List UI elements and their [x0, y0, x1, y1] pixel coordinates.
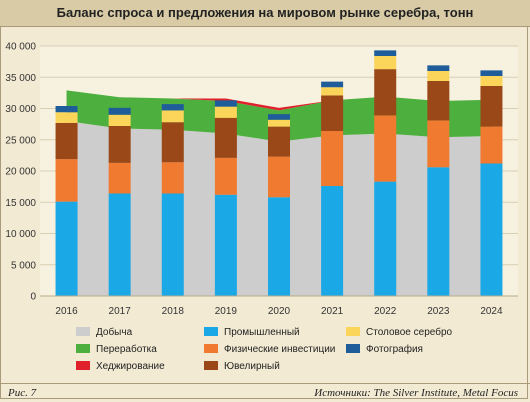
- chart-title: Баланс спроса и предложения на мировом р…: [0, 0, 530, 27]
- chart-legend: Добыча Промышленный Столовое серебро Перера…: [76, 326, 456, 378]
- x-tick-label: 2023: [427, 306, 450, 317]
- bar-investment-2018: [161, 162, 184, 194]
- legend-item-industrial: Промышленный: [204, 326, 300, 340]
- y-tick-label: 10 000: [5, 229, 36, 240]
- bar-jewelry-2019: [214, 117, 237, 158]
- legend-label: Промышленный: [224, 327, 300, 338]
- source-note: Источники: The Silver Institute, Metal F…: [314, 387, 518, 399]
- x-tick-label: 2022: [374, 306, 397, 317]
- bar-jewelry-2023: [427, 81, 450, 121]
- bar-industrial-2020: [268, 197, 290, 296]
- y-tick-label: 20 000: [5, 167, 36, 178]
- bar-silverware-2018: [161, 110, 184, 123]
- legend-swatch: [204, 327, 218, 336]
- y-tick-label: 30 000: [5, 104, 36, 115]
- x-tick-label: 2018: [162, 306, 185, 317]
- legend-item-mining: Добыча: [76, 326, 132, 340]
- x-tick-label: 2017: [109, 306, 132, 317]
- bar-industrial-2017: [108, 193, 131, 296]
- legend-item-jewelry: Ювелирный: [204, 360, 280, 374]
- bar-silverware-2019: [214, 106, 237, 118]
- y-tick-label: 5 000: [11, 260, 36, 271]
- bar-photo-2022: [374, 50, 397, 56]
- legend-swatch: [76, 327, 90, 336]
- bar-investment-2023: [427, 120, 450, 168]
- bar-industrial-2018: [161, 193, 184, 296]
- bar-silverware-2022: [374, 56, 397, 70]
- bar-silverware-2016: [55, 112, 78, 123]
- y-tick-label: 0: [30, 292, 36, 303]
- legend-label: Ювелирный: [224, 361, 280, 372]
- x-tick-label: 2024: [480, 306, 503, 317]
- bar-jewelry-2018: [161, 122, 184, 163]
- legend-label: Фотография: [366, 344, 423, 355]
- footer: Рис. 7 Источники: The Silver Institute, …: [0, 383, 530, 402]
- legend-swatch: [76, 344, 90, 353]
- bar-jewelry-2020: [268, 126, 290, 157]
- bar-investment-2022: [374, 115, 397, 182]
- legend-swatch: [204, 361, 218, 370]
- legend-label: Добыча: [96, 327, 133, 338]
- bar-jewelry-2016: [55, 122, 78, 160]
- legend-label: Переработка: [96, 344, 157, 355]
- bar-jewelry-2024: [480, 86, 503, 127]
- legend-label: Столовое серебро: [366, 327, 453, 338]
- bar-investment-2017: [108, 162, 131, 194]
- legend-label: Хеджирование: [96, 361, 165, 372]
- bar-photo-2019: [214, 100, 237, 107]
- bar-silverware-2021: [321, 87, 344, 96]
- chart-area: 0 5 000 10 000 15 000 20 000 25 000 30 000 35 0…: [0, 26, 530, 321]
- y-tick-label: 15 000: [5, 198, 36, 209]
- legend-item-hedging: Хеджирование: [76, 360, 165, 374]
- bar-industrial-2022: [374, 181, 397, 296]
- bar-jewelry-2021: [321, 95, 344, 131]
- legend-item-investment: Физические инвестиции: [204, 343, 335, 357]
- figure-label: Рис. 7: [8, 387, 37, 399]
- y-tick-label: 35 000: [5, 73, 36, 84]
- bar-silverware-2020: [268, 119, 290, 127]
- bar-photo-2017: [108, 107, 131, 115]
- bar-jewelry-2017: [108, 126, 131, 163]
- bar-photo-2018: [161, 104, 184, 111]
- bar-industrial-2021: [321, 186, 344, 296]
- bar-jewelry-2022: [374, 69, 397, 116]
- bar-photo-2016: [55, 106, 78, 113]
- bar-photo-2024: [480, 70, 503, 76]
- legend-swatch: [346, 344, 360, 353]
- chart-svg: 0 5 000 10 000 15 000 20 000 25 000 30 000 35 0…: [5, 42, 518, 317]
- bar-industrial-2023: [427, 167, 450, 296]
- legend-swatch: [346, 327, 360, 336]
- bar-silverware-2023: [427, 71, 450, 81]
- x-tick-label: 2020: [268, 306, 291, 317]
- y-tick-label: 25 000: [5, 135, 36, 146]
- bar-investment-2024: [480, 126, 503, 164]
- bar-industrial-2016: [55, 201, 78, 296]
- x-tick-label: 2019: [215, 306, 238, 317]
- legend-item-photo: Фотография: [346, 343, 423, 357]
- bar-photo-2021: [321, 81, 344, 88]
- bar-investment-2019: [214, 157, 237, 195]
- legend-item-recycling: Переработка: [76, 343, 157, 357]
- y-tick-label: 40 000: [5, 42, 36, 53]
- bar-industrial-2019: [214, 194, 237, 296]
- bar-silverware-2017: [108, 114, 131, 126]
- legend-label: Физические инвестиции: [224, 344, 336, 355]
- bar-investment-2020: [268, 156, 290, 198]
- bar-photo-2023: [427, 65, 450, 71]
- x-tick-label: 2016: [55, 306, 78, 317]
- x-tick-label: 2021: [321, 306, 344, 317]
- legend-swatch: [76, 361, 90, 370]
- bar-investment-2021: [321, 131, 344, 186]
- legend-item-silverware: Столовое серебро: [346, 326, 452, 340]
- legend-swatch: [204, 344, 218, 353]
- bar-photo-2020: [268, 114, 290, 120]
- bar-industrial-2024: [480, 163, 503, 296]
- bar-silverware-2024: [480, 76, 503, 86]
- bar-investment-2016: [55, 159, 78, 202]
